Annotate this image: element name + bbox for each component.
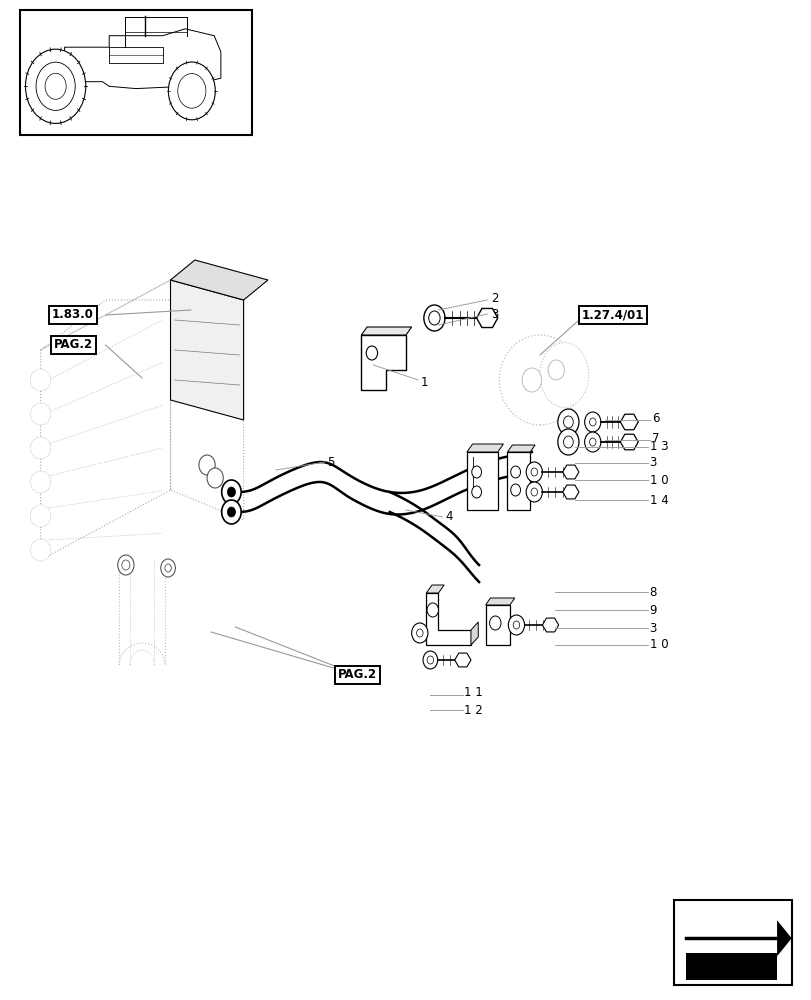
Circle shape <box>416 629 423 637</box>
Polygon shape <box>620 414 637 430</box>
Ellipse shape <box>31 471 50 493</box>
Circle shape <box>168 62 215 120</box>
Text: 1.83.0: 1.83.0 <box>52 308 94 322</box>
Ellipse shape <box>539 342 588 408</box>
Text: 8: 8 <box>649 585 656 598</box>
Text: 1 1: 1 1 <box>464 686 483 700</box>
Ellipse shape <box>31 369 50 391</box>
Circle shape <box>36 62 75 110</box>
Polygon shape <box>776 920 791 956</box>
FancyBboxPatch shape <box>685 953 776 980</box>
Polygon shape <box>454 653 470 667</box>
Circle shape <box>526 462 542 482</box>
Circle shape <box>510 466 520 478</box>
Circle shape <box>584 412 600 432</box>
Circle shape <box>471 486 481 498</box>
Circle shape <box>563 436 573 448</box>
Polygon shape <box>426 585 444 593</box>
Circle shape <box>161 559 175 577</box>
Ellipse shape <box>31 437 50 459</box>
Text: 1 2: 1 2 <box>464 704 483 716</box>
Ellipse shape <box>31 403 50 425</box>
Circle shape <box>563 416 573 428</box>
Polygon shape <box>466 444 503 452</box>
Ellipse shape <box>499 335 580 425</box>
Polygon shape <box>507 445 534 452</box>
Circle shape <box>207 468 223 488</box>
Polygon shape <box>170 260 268 300</box>
Circle shape <box>521 368 541 392</box>
Ellipse shape <box>31 539 50 561</box>
Circle shape <box>557 409 578 435</box>
Text: 1 0: 1 0 <box>649 639 667 652</box>
Text: 1.27.4/01: 1.27.4/01 <box>581 308 643 322</box>
Polygon shape <box>361 327 411 335</box>
Text: 7: 7 <box>651 432 659 444</box>
Circle shape <box>427 656 433 664</box>
Circle shape <box>547 360 564 380</box>
Text: 2: 2 <box>491 292 498 304</box>
Circle shape <box>489 616 500 630</box>
Text: 3: 3 <box>649 456 656 470</box>
Polygon shape <box>426 593 470 645</box>
Circle shape <box>45 73 66 99</box>
Circle shape <box>411 623 427 643</box>
Text: 1 3: 1 3 <box>649 440 667 454</box>
Polygon shape <box>170 280 243 420</box>
Circle shape <box>227 507 235 517</box>
Text: 4: 4 <box>444 510 452 524</box>
Polygon shape <box>361 335 406 390</box>
Circle shape <box>423 651 437 669</box>
Circle shape <box>530 488 537 496</box>
Text: 3: 3 <box>649 621 656 635</box>
Circle shape <box>366 346 377 360</box>
Circle shape <box>589 418 595 426</box>
Circle shape <box>122 560 130 570</box>
Polygon shape <box>562 485 578 499</box>
Circle shape <box>427 603 438 617</box>
Polygon shape <box>466 452 497 510</box>
Text: 1 4: 1 4 <box>649 493 667 506</box>
Polygon shape <box>542 618 558 632</box>
Circle shape <box>526 482 542 502</box>
Circle shape <box>199 455 215 475</box>
Ellipse shape <box>31 505 50 527</box>
Text: 5: 5 <box>327 456 334 468</box>
Circle shape <box>428 311 440 325</box>
Circle shape <box>178 74 206 108</box>
Circle shape <box>589 438 595 446</box>
Circle shape <box>513 621 519 629</box>
Polygon shape <box>476 308 497 328</box>
Circle shape <box>227 487 235 497</box>
Circle shape <box>165 564 171 572</box>
Circle shape <box>221 480 241 504</box>
Text: 1: 1 <box>420 376 427 389</box>
Polygon shape <box>620 434 637 450</box>
Circle shape <box>508 615 524 635</box>
Circle shape <box>221 500 241 524</box>
Circle shape <box>423 305 444 331</box>
Text: 6: 6 <box>651 412 659 424</box>
Circle shape <box>530 468 537 476</box>
Circle shape <box>510 484 520 496</box>
Circle shape <box>557 429 578 455</box>
Text: 9: 9 <box>649 603 656 616</box>
Circle shape <box>25 49 86 123</box>
Circle shape <box>118 555 134 575</box>
FancyBboxPatch shape <box>20 10 251 135</box>
Text: 3: 3 <box>491 308 498 320</box>
Polygon shape <box>562 465 578 479</box>
Polygon shape <box>470 622 478 645</box>
Circle shape <box>584 432 600 452</box>
Text: PAG.2: PAG.2 <box>54 338 92 352</box>
Polygon shape <box>485 598 514 605</box>
FancyBboxPatch shape <box>673 900 791 985</box>
Polygon shape <box>507 452 530 510</box>
Text: PAG.2: PAG.2 <box>337 668 376 682</box>
Circle shape <box>471 466 481 478</box>
Polygon shape <box>485 605 509 645</box>
Text: 1 0: 1 0 <box>649 474 667 487</box>
